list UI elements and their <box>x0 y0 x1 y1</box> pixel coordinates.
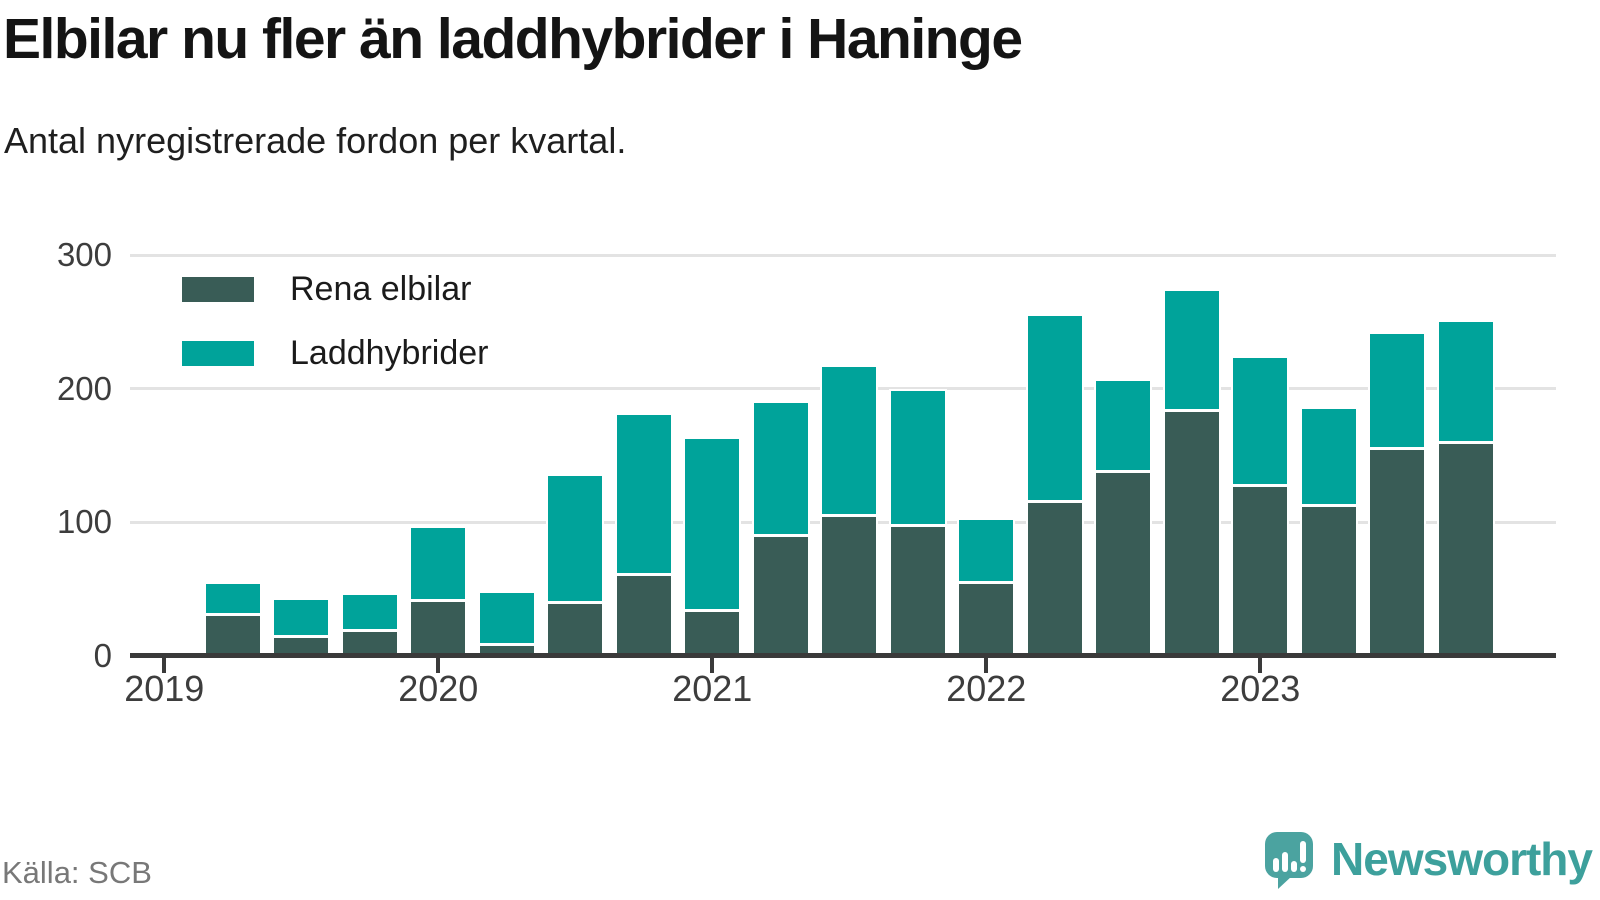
newsworthy-branding: Newsworthy <box>1265 828 1593 890</box>
legend-item-laddhybrider: Laddhybrider <box>182 334 488 373</box>
source-note: Källa: SCB <box>2 855 152 890</box>
y-axis-label-100: 100 <box>56 503 112 541</box>
bar-segment-rena-elbilar <box>890 523 945 656</box>
stacked-bar-2022-Q1 <box>959 519 1014 656</box>
bar-segment-rena-elbilar <box>616 573 671 656</box>
y-axis-label-300: 300 <box>56 236 112 273</box>
bar-segment-rena-elbilar <box>753 534 808 656</box>
stacked-bar-2021-Q4 <box>890 391 945 656</box>
newsworthy-logo-icon <box>1265 828 1315 890</box>
legend-swatch-laddhybrider <box>182 341 254 366</box>
legend-item-rena-elbilar: Rena elbilar <box>182 270 488 309</box>
stacked-bar-2020-Q1 <box>411 527 466 656</box>
stacked-bar-2019-Q4 <box>342 594 397 656</box>
bar-segment-rena-elbilar <box>1164 408 1219 656</box>
exclamation-icon <box>1300 840 1307 872</box>
bar-segment-rena-elbilar <box>1438 440 1493 656</box>
stacked-bar-2019-Q2 <box>205 583 260 656</box>
stacked-bar-2021-Q2 <box>753 403 808 656</box>
stacked-bar-2020-Q4 <box>616 415 671 656</box>
stacked-bar-2022-Q2 <box>1027 316 1082 656</box>
x-axis-tick-2023 <box>1258 653 1263 673</box>
speech-bubble-tail <box>1278 876 1293 889</box>
bar-segment-rena-elbilar <box>959 581 1014 656</box>
bar-segment-rena-elbilar <box>411 598 466 656</box>
bar-segment-rena-elbilar <box>205 613 260 656</box>
stacked-bar-2023-Q4 <box>1438 321 1493 656</box>
stacked-bar-2021-Q1 <box>685 439 740 656</box>
y-axis-label-0: 0 <box>93 637 112 674</box>
bar-segment-rena-elbilar <box>1027 499 1082 656</box>
x-axis-line <box>130 653 1556 658</box>
bar-segment-rena-elbilar <box>685 609 740 656</box>
bar-segment-rena-elbilar <box>342 629 397 656</box>
x-axis-tick-2020 <box>436 653 441 673</box>
x-axis-tick-2021 <box>710 653 715 673</box>
legend-label: Rena elbilar <box>290 270 472 308</box>
stacked-bar-2019-Q3 <box>274 599 329 656</box>
bar-segment-rena-elbilar <box>822 514 877 656</box>
stacked-bar-2020-Q3 <box>548 475 603 656</box>
brand-name: Newsworthy <box>1331 833 1593 885</box>
bar-segment-rena-elbilar <box>479 642 534 656</box>
bar-segment-rena-elbilar <box>1370 447 1425 656</box>
x-axis-label-2019: 2019 <box>124 668 205 709</box>
stacked-bar-2022-Q4 <box>1164 291 1219 656</box>
x-axis-label-2020: 2020 <box>398 668 479 709</box>
stacked-bar-2023-Q1 <box>1233 357 1288 656</box>
x-axis-tick-2022 <box>984 653 989 673</box>
x-axis-label-2023: 2023 <box>1220 668 1301 709</box>
bar-chart-glyph-icon <box>1273 840 1307 872</box>
legend-swatch-rena-elbilar <box>182 277 254 302</box>
stacked-bar-2021-Q3 <box>822 367 877 656</box>
y-axis-label-200: 200 <box>56 369 112 407</box>
bar-segment-rena-elbilar <box>274 634 329 656</box>
x-axis-label-2021: 2021 <box>672 668 753 709</box>
gridline-y-300 <box>130 253 1556 257</box>
bar-segment-rena-elbilar <box>1233 483 1288 656</box>
stacked-bar-2022-Q3 <box>1096 380 1151 656</box>
stacked-bar-2023-Q3 <box>1370 333 1425 656</box>
bar-segment-rena-elbilar <box>548 601 603 656</box>
chart-legend: Rena elbilar Laddhybrider <box>182 270 488 398</box>
bar-segment-rena-elbilar <box>1301 503 1356 656</box>
stacked-bar-2020-Q2 <box>479 593 534 656</box>
page-title: Elbilar nu fler än laddhybrider i Haning… <box>3 7 1023 71</box>
legend-label: Laddhybrider <box>290 334 489 372</box>
x-axis-tick-2019 <box>162 653 167 673</box>
stacked-bar-2023-Q2 <box>1301 408 1356 656</box>
x-axis-label-2022: 2022 <box>946 668 1027 709</box>
page-subtitle: Antal nyregistrerade fordon per kvartal. <box>4 120 627 161</box>
bar-segment-rena-elbilar <box>1096 470 1151 656</box>
